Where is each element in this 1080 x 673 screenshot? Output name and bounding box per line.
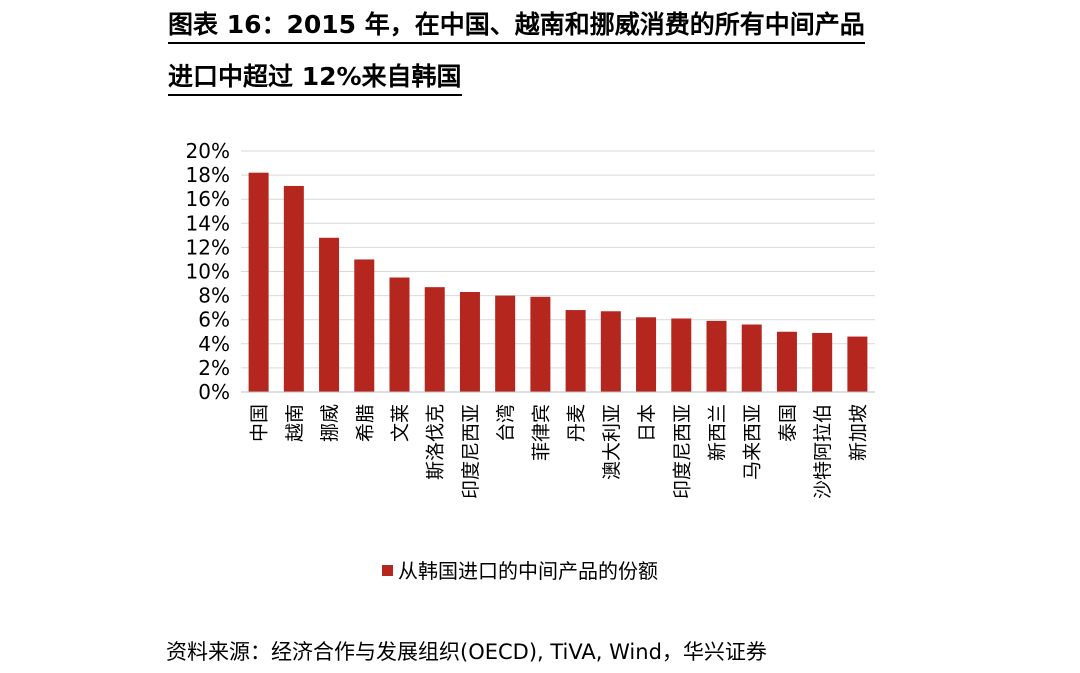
x-category-label: 越南	[284, 404, 306, 442]
legend: 从韩国进口的中间产品的份额	[382, 559, 658, 583]
x-category-label: 菲律宾	[530, 404, 552, 461]
bars	[248, 172, 868, 392]
bar	[741, 324, 762, 392]
x-category-label: 斯洛伐克	[425, 404, 447, 480]
bar	[847, 336, 868, 392]
bar	[530, 296, 551, 392]
x-category-label: 挪威	[319, 404, 341, 442]
x-category-label: 丹麦	[566, 404, 588, 442]
chart-title-line-2: 进口中超过 12%来自韩国	[168, 60, 462, 96]
legend-swatch	[382, 565, 393, 576]
x-category-label: 马来西亚	[742, 404, 764, 480]
bar	[565, 310, 586, 392]
bar	[389, 277, 410, 392]
x-category-label: 沙特阿拉伯	[812, 404, 834, 499]
y-tick-label: 2%	[198, 356, 230, 380]
bar	[495, 295, 516, 392]
bar	[636, 317, 657, 392]
y-tick-label: 6%	[198, 308, 230, 332]
bar	[319, 237, 340, 392]
x-category-label: 希腊	[354, 404, 376, 442]
y-tick-label: 8%	[198, 284, 230, 308]
x-axis-category-labels: 中国 越南 挪威 希腊 文莱 斯洛伐克 印度尼西亚 台湾 菲律宾 丹麦 澳大利亚 日本 印度尼西亚 新西兰…	[249, 404, 870, 499]
y-tick-label: 12%	[186, 235, 230, 259]
source-note: 资料来源：经济合作与发展组织(OECD), TiVA, Wind，华兴证券	[166, 640, 767, 664]
y-tick-label: 0%	[198, 380, 230, 404]
bar	[283, 185, 304, 392]
y-tick-label: 4%	[198, 332, 230, 356]
bar	[600, 311, 621, 392]
bar	[671, 318, 692, 392]
x-category-label: 新西兰	[707, 404, 729, 461]
x-category-label: 印度尼西亚	[671, 404, 693, 499]
x-category-label: 新加坡	[847, 404, 869, 461]
bar	[354, 259, 375, 392]
x-category-label: 日本	[636, 404, 658, 442]
x-category-label: 中国	[249, 404, 271, 442]
x-category-label: 泰国	[777, 404, 799, 442]
bar	[706, 320, 727, 392]
y-axis-tick-labels: 0%2%4%6%8%10%12%14%16%18%20%	[186, 139, 230, 404]
bar	[248, 172, 269, 392]
x-category-label: 澳大利亚	[601, 404, 623, 480]
bar	[812, 332, 833, 392]
x-category-label: 台湾	[495, 404, 517, 442]
y-tick-label: 14%	[186, 211, 230, 235]
legend-label: 从韩国进口的中间产品的份额	[398, 559, 658, 583]
x-category-label: 印度尼西亚	[460, 404, 482, 499]
x-category-label: 文莱	[390, 404, 412, 442]
y-tick-label: 16%	[186, 187, 230, 211]
y-tick-label: 20%	[186, 139, 230, 163]
chart-title-line-1: 图表 16：2015 年，在中国、越南和挪威消费的所有中间产品	[168, 8, 865, 44]
y-tick-label: 10%	[186, 260, 230, 284]
gridlines	[241, 150, 875, 369]
bar	[424, 287, 445, 392]
y-tick-label: 18%	[186, 163, 230, 187]
bar	[459, 291, 480, 392]
bar	[776, 331, 797, 392]
